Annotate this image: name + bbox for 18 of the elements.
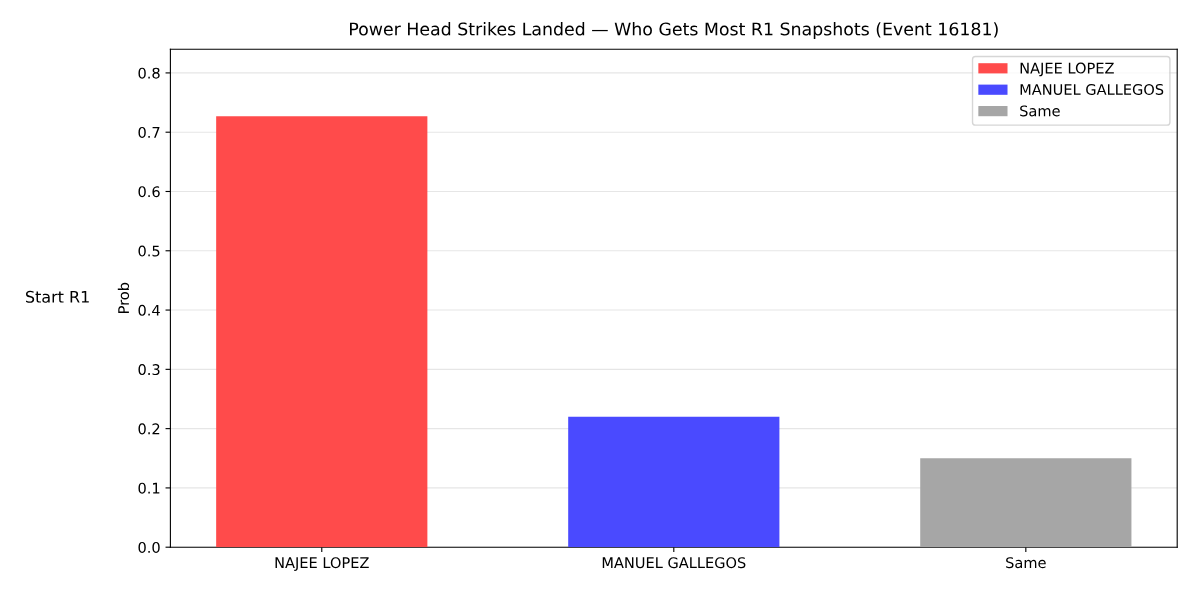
- y-tick-label: 0.8: [138, 67, 160, 79]
- legend-label: Same: [1020, 105, 1060, 117]
- y-tick-label: 0.4: [138, 304, 160, 316]
- y-tick-label: 0.3: [138, 364, 160, 376]
- y-tick-label: 0.2: [138, 423, 160, 435]
- y-tick-label: 0.0: [138, 541, 160, 553]
- text: Start R1: [25, 290, 89, 303]
- y-tick-label: 0.1: [138, 482, 160, 494]
- y-tick-label: 0.6: [138, 186, 160, 198]
- legend-label: NAJEE LOPEZ: [1020, 62, 1114, 77]
- x-tick-label: Same: [1006, 557, 1046, 569]
- y-axis-title: Prob: [117, 282, 130, 313]
- legend-label: MANUEL GALLEGOS: [1020, 83, 1164, 96]
- y-tick-label: 0.7: [138, 126, 160, 138]
- x-tick-label: MANUEL GALLEGOS: [602, 557, 746, 569]
- chart-title: Power Head Strikes Landed — Who Gets Most R1 Snapshots (Event 16181): [350, 22, 998, 39]
- x-tick-label: NAJEE LOPEZ: [275, 557, 369, 571]
- y-tick-label: 0.5: [138, 245, 160, 257]
